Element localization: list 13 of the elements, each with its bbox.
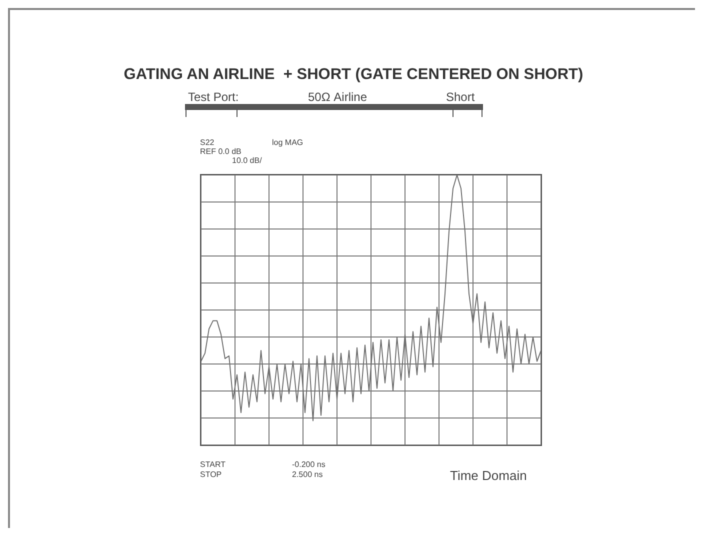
text: Test Port: xyxy=(188,90,239,104)
text: log MAG xyxy=(272,138,304,147)
text: 10.0 dB/ xyxy=(232,156,262,165)
text: Short xyxy=(446,90,475,104)
text: 2.500 ns xyxy=(292,470,323,479)
chart-title: GATING AN AIRLINE + SHORT (GATE CENTERED ON SHORT) xyxy=(122,66,584,84)
text: S22 xyxy=(200,138,214,147)
text: Time Domain xyxy=(450,468,527,483)
text: -0.200 ns xyxy=(292,460,326,469)
text: 50Ω Airline xyxy=(308,90,367,104)
text: STOP xyxy=(200,470,222,479)
text: REF 0.0 dB xyxy=(200,147,242,156)
text: START xyxy=(200,460,226,469)
